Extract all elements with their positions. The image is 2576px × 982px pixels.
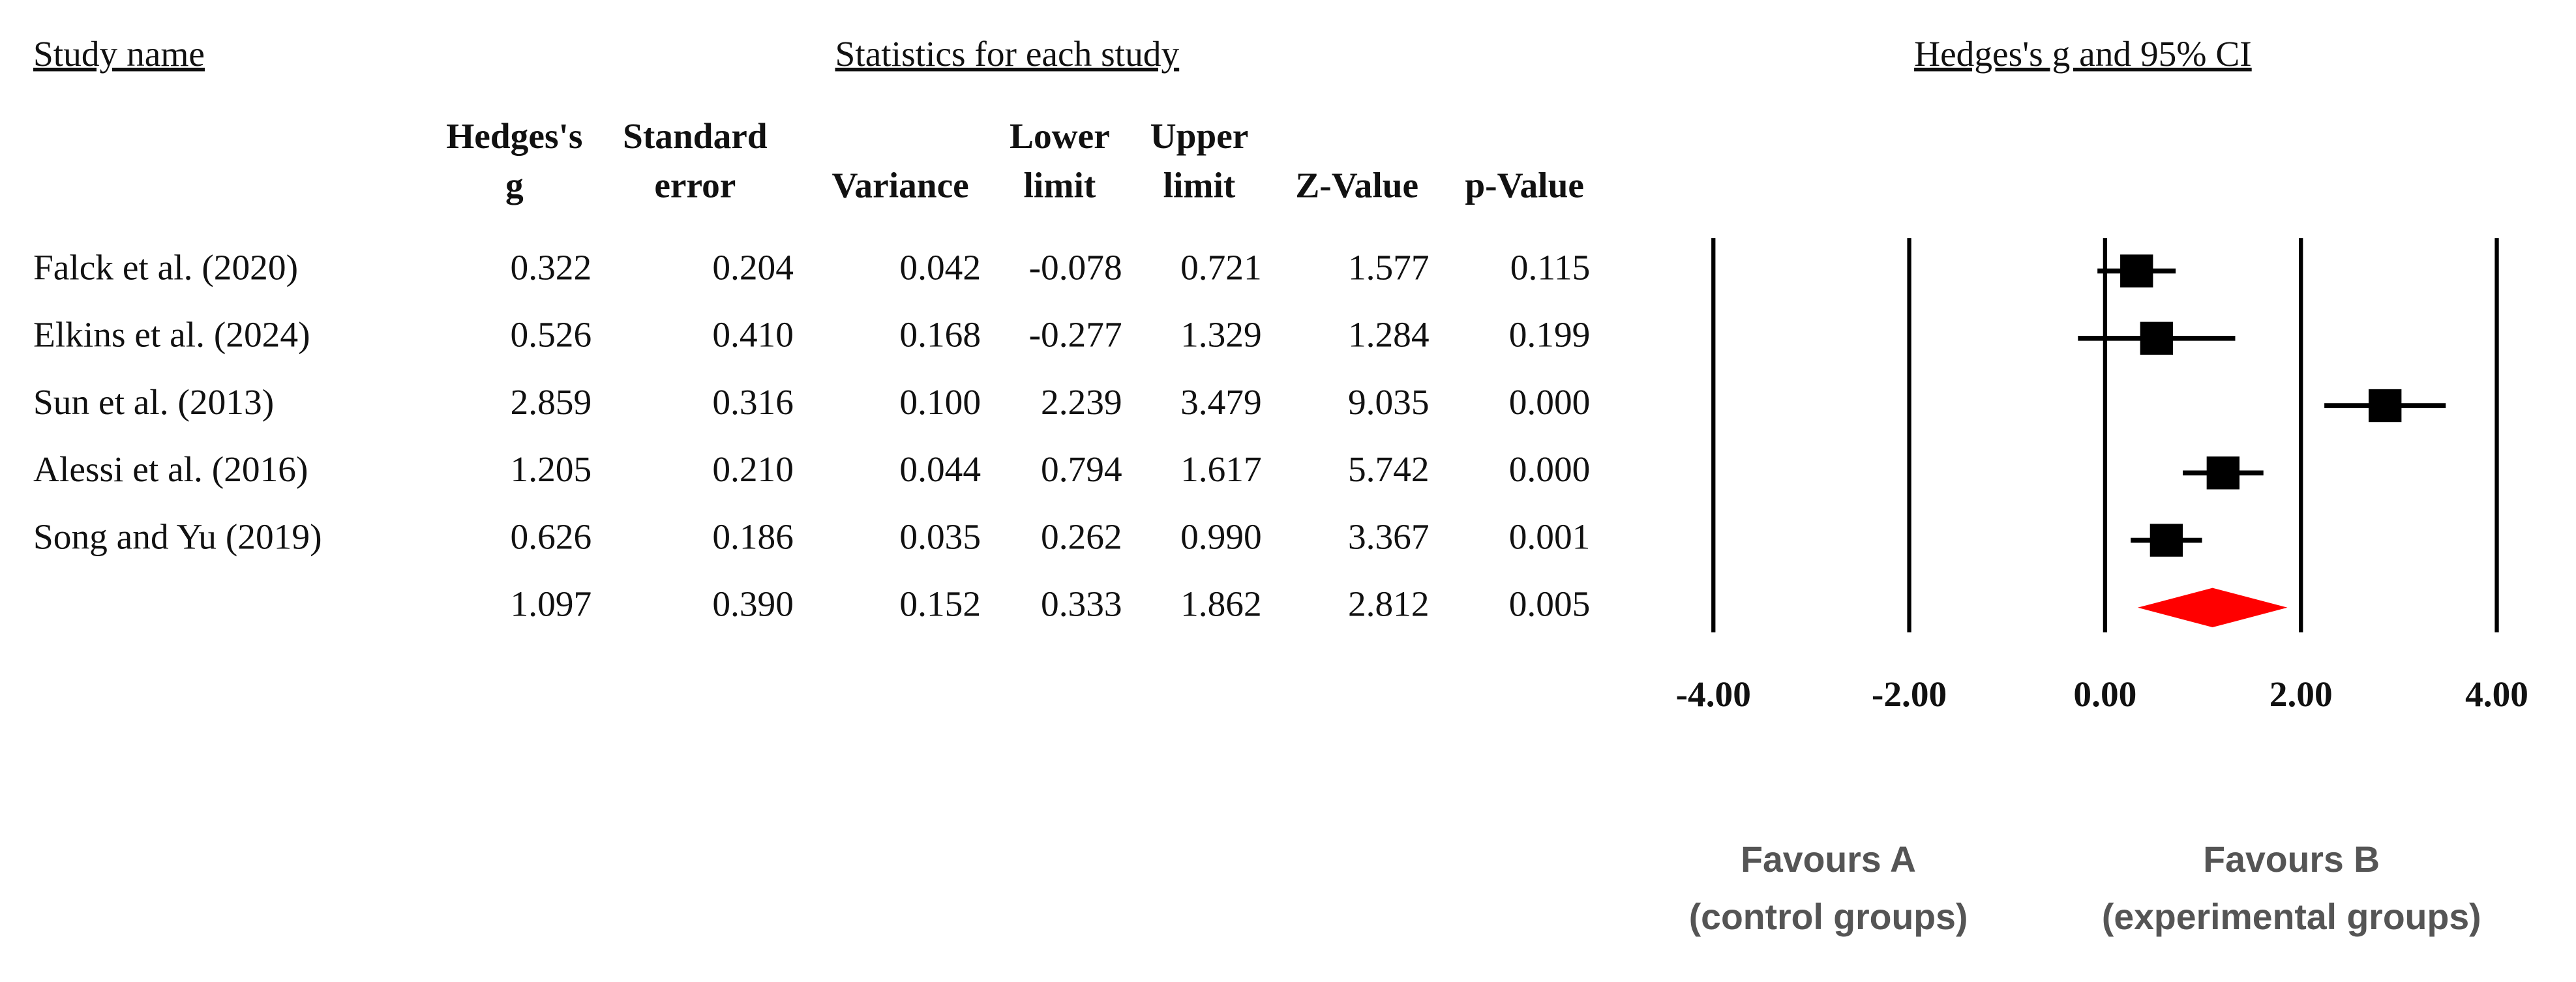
table-cell: 0.000: [1509, 382, 1591, 422]
column-header: g: [505, 165, 524, 205]
table-cell: 0.204: [712, 247, 794, 287]
table-cell: 1.284: [1348, 315, 1430, 355]
table-cell: 0.115: [1510, 247, 1591, 287]
table-cell: 0.626: [511, 516, 592, 556]
table-cell: 0.035: [899, 516, 981, 556]
x-tick-label: 4.00: [2465, 674, 2528, 714]
annotation: (experimental groups): [2102, 897, 2481, 937]
table-cell: 0.100: [899, 382, 981, 422]
table-cell: 0.210: [712, 449, 794, 489]
table-cell: 1.329: [1180, 315, 1262, 355]
annotation: (control groups): [1689, 897, 1968, 937]
annotation: Favours A: [1741, 839, 1916, 880]
table-cell: 0.001: [1509, 516, 1591, 556]
table-cell: 0.005: [1509, 584, 1591, 624]
table-cell: 0.316: [712, 382, 794, 422]
stats-header: Statistics for each study: [835, 34, 1180, 74]
table-cell: 2.859: [511, 382, 592, 422]
column-header: Upper: [1150, 116, 1249, 156]
study-name: Alessi et al. (2016): [33, 449, 308, 489]
table-cell: 1.617: [1180, 449, 1262, 489]
annotation: Favours B: [2203, 839, 2380, 880]
effect-square: [2140, 321, 2174, 355]
effect-square: [2149, 524, 2183, 557]
column-header: p-Value: [1465, 165, 1584, 205]
x-tick-label: 2.00: [2269, 674, 2333, 714]
table-cell: 1.862: [1180, 584, 1262, 624]
table-cell: 0.390: [712, 584, 794, 624]
table-cell: 0.333: [1041, 584, 1122, 624]
table-cell: 0.262: [1041, 516, 1122, 556]
table-cell: 3.367: [1348, 516, 1430, 556]
study-name: Elkins et al. (2024): [33, 315, 310, 355]
table-cell: 0.186: [712, 516, 794, 556]
table-cell: 0.721: [1180, 247, 1262, 287]
x-tick-label: -4.00: [1676, 674, 1751, 714]
plot-header: Hedges's g and 95% CI: [1914, 34, 2252, 74]
column-header: Hedges's: [446, 116, 582, 156]
table-cell: 0.199: [1509, 315, 1591, 355]
table-cell: 0.526: [511, 315, 592, 355]
effect-square: [2206, 456, 2240, 490]
table-cell: -0.277: [1029, 315, 1122, 355]
table-cell: -0.078: [1029, 247, 1122, 287]
table-cell: 0.990: [1180, 516, 1262, 556]
column-header: Standard: [623, 116, 768, 156]
column-header: limit: [1024, 165, 1096, 205]
table-cell: 2.239: [1041, 382, 1122, 422]
x-tick-label: -2.00: [1872, 674, 1947, 714]
table-cell: 1.577: [1348, 247, 1430, 287]
table-cell: 1.097: [511, 584, 592, 624]
study-name: Sun et al. (2013): [33, 382, 274, 422]
table-cell: 5.742: [1348, 449, 1430, 489]
effect-square: [2120, 254, 2153, 288]
table-cell: 0.168: [899, 315, 981, 355]
column-header: Variance: [832, 165, 969, 205]
table-cell: 3.479: [1180, 382, 1262, 422]
table-cell: 0.044: [899, 449, 981, 489]
table-cell: 0.322: [511, 247, 592, 287]
study-header: Study name: [33, 34, 205, 74]
column-header: Z-Value: [1295, 165, 1418, 205]
table-cell: 0.152: [899, 584, 981, 624]
column-header: error: [654, 165, 736, 205]
table-cell: 0.000: [1509, 449, 1591, 489]
table-cell: 0.794: [1041, 449, 1122, 489]
column-header: limit: [1163, 165, 1236, 205]
table-cell: 9.035: [1348, 382, 1430, 422]
table-cell: 0.410: [712, 315, 794, 355]
table-cell: 2.812: [1348, 584, 1430, 624]
summary-diamond: [2137, 588, 2288, 628]
study-name: Song and Yu (2019): [33, 516, 322, 556]
study-name: Falck et al. (2020): [33, 247, 298, 287]
table-cell: 0.042: [899, 247, 981, 287]
table-cell: 1.205: [511, 449, 592, 489]
column-header: Lower: [1010, 116, 1110, 156]
x-tick-label: 0.00: [2073, 674, 2136, 714]
effect-square: [2369, 389, 2402, 423]
